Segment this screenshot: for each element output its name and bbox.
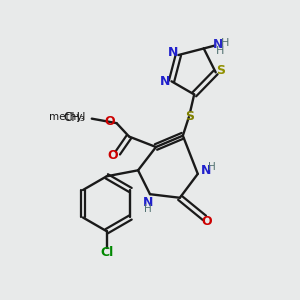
Text: methyl: methyl	[49, 112, 85, 122]
Text: Cl: Cl	[100, 246, 113, 259]
Text: H: H	[208, 162, 215, 172]
Text: O: O	[105, 116, 115, 128]
Text: O: O	[201, 214, 212, 228]
Text: H: H	[216, 46, 224, 56]
Text: N: N	[142, 196, 153, 209]
Text: N: N	[160, 75, 171, 88]
Text: N: N	[213, 38, 223, 51]
Text: H: H	[144, 204, 152, 214]
Text: N: N	[201, 164, 211, 177]
Text: S: S	[217, 64, 226, 77]
Text: CH₃: CH₃	[64, 111, 85, 124]
Text: S: S	[185, 110, 194, 123]
Text: N: N	[168, 46, 178, 59]
Text: H: H	[220, 38, 229, 48]
Text: O: O	[108, 149, 118, 163]
